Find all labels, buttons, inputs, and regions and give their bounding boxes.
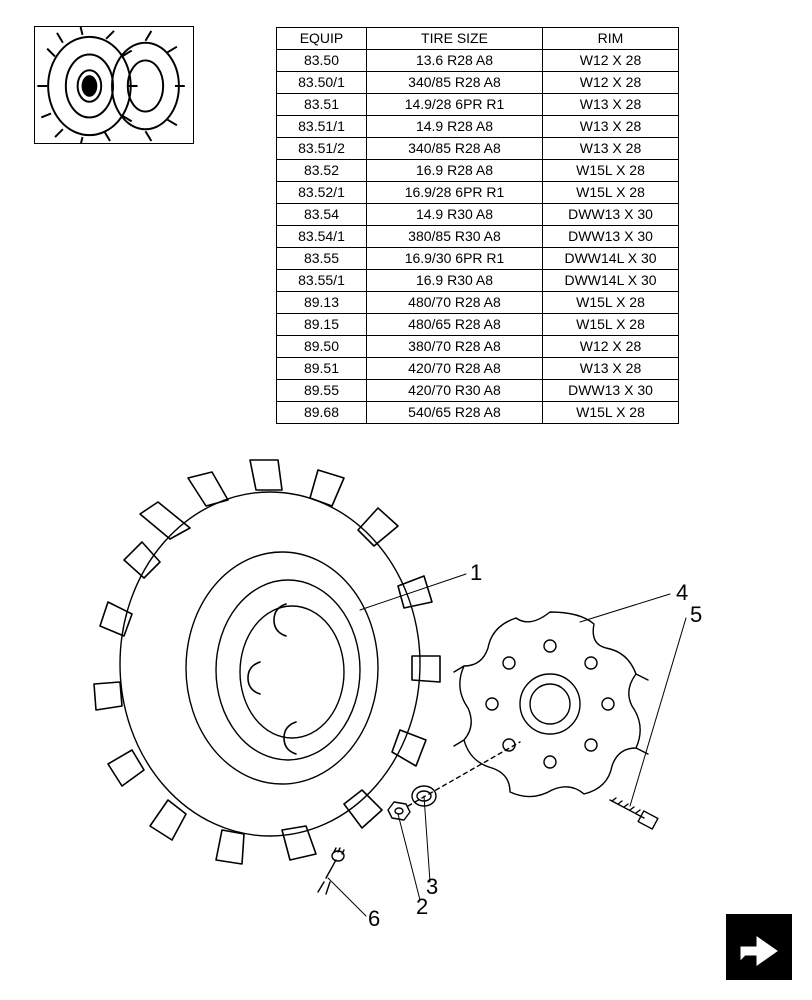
col-header-tire: TIRE SIZE [367,28,543,50]
table-row: 89.68540/65 R28 A8W15L X 28 [277,402,679,424]
hub-disc-group [454,612,658,829]
thumbnail-frame [34,26,194,144]
table-row: 83.51/2340/85 R28 A8W13 X 28 [277,138,679,160]
table-row: 83.5114.9/28 6PR R1W13 X 28 [277,94,679,116]
table-row: 83.5516.9/30 6PR R1DWW14L X 30 [277,248,679,270]
callout-5: 5 [690,602,702,628]
callout-2: 2 [416,894,428,920]
callout-1: 1 [470,560,482,586]
col-header-rim: RIM [543,28,679,50]
table-row: 83.5414.9 R30 A8DWW13 X 30 [277,204,679,226]
table-row: 89.51420/70 R28 A8W13 X 28 [277,358,679,380]
table-row: 83.54/1380/85 R30 A8DWW13 X 30 [277,226,679,248]
thumbnail-tire-icon [35,27,193,143]
nut-washer-group [388,742,520,820]
table-row: 83.51/114.9 R28 A8W13 X 28 [277,116,679,138]
table-row: 89.15480/65 R28 A8W15L X 28 [277,314,679,336]
table-header-row: EQUIP TIRE SIZE RIM [277,28,679,50]
callout-6: 6 [368,906,380,932]
tire-spec-table: EQUIP TIRE SIZE RIM 83.5013.6 R28 A8W12 … [276,27,679,424]
col-header-equip: EQUIP [277,28,367,50]
valve-stem-group [318,848,344,894]
next-page-badge [726,914,792,980]
table-row: 89.50380/70 R28 A8W12 X 28 [277,336,679,358]
table-row: 89.55420/70 R30 A8DWW13 X 30 [277,380,679,402]
table-row: 89.13480/70 R28 A8W15L X 28 [277,292,679,314]
table-row: 83.55/116.9 R30 A8DWW14L X 30 [277,270,679,292]
table-row: 83.50/1340/85 R28 A8W12 X 28 [277,72,679,94]
table-row: 83.5013.6 R28 A8W12 X 28 [277,50,679,72]
wheel-tire-group [94,460,440,864]
callout-4: 4 [676,580,688,606]
exploded-wheel-diagram: 1 4 5 3 2 6 [110,484,750,924]
table-row: 83.52/116.9/28 6PR R1W15L X 28 [277,182,679,204]
table-row: 83.5216.9 R28 A8W15L X 28 [277,160,679,182]
page-arrow-icon [735,923,783,971]
